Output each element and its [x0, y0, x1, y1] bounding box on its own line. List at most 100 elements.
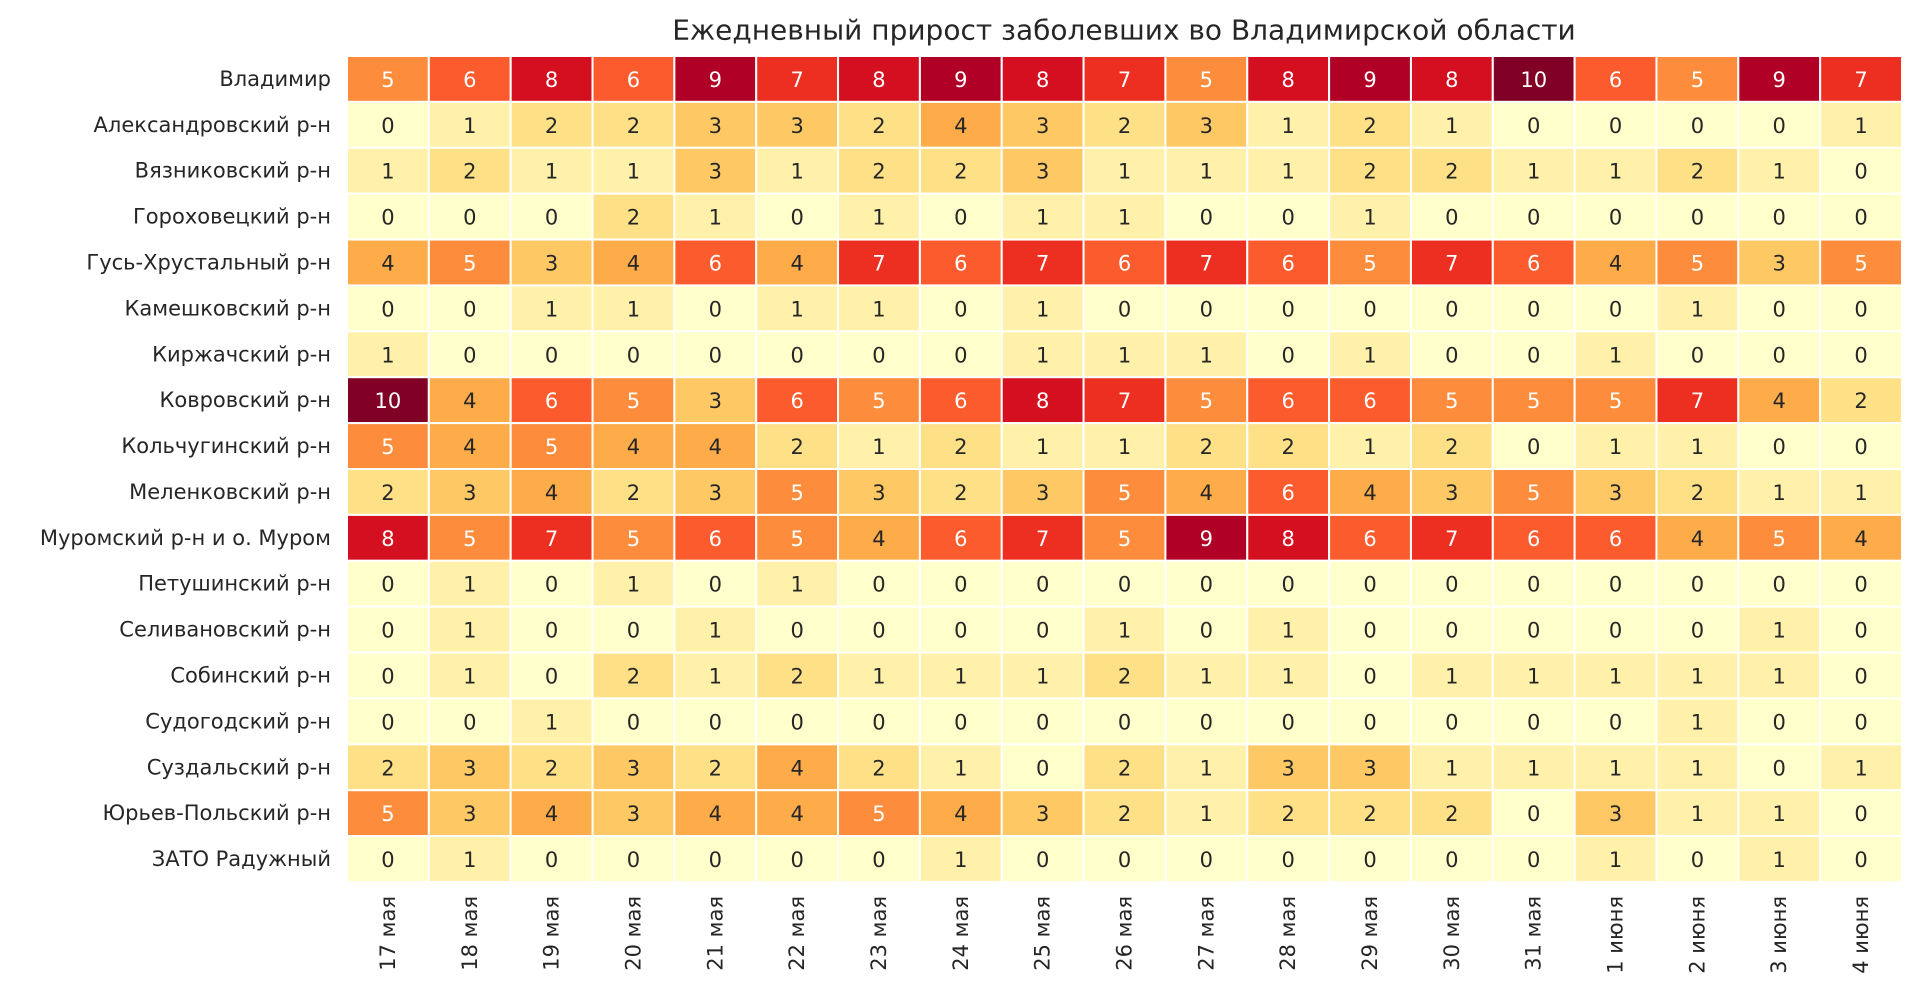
heatmap-cell [1082, 468, 1167, 516]
cell-label: 0 [1281, 573, 1294, 597]
cell-label: 9 [1363, 68, 1376, 92]
heatmap-cell [591, 146, 676, 195]
cell-label: 0 [1773, 573, 1786, 597]
cell-label: 2 [1118, 665, 1131, 689]
cell-label: 1 [627, 160, 640, 184]
x-tick-label: 19 мая [540, 896, 564, 971]
cell-label: 0 [627, 710, 640, 734]
cell-label: 2 [790, 435, 803, 459]
cell-label: 1 [1281, 619, 1294, 643]
heatmap-cell [1246, 559, 1331, 608]
cell-label: 2 [1691, 481, 1704, 505]
heatmap-cell [1819, 559, 1903, 608]
cell-label: 4 [1609, 252, 1622, 276]
heatmap-cell [346, 605, 430, 654]
heatmap-cell [346, 513, 430, 562]
cell-label: 1 [1773, 665, 1786, 689]
x-tick-label: 18 мая [458, 896, 482, 971]
heatmap-cell [346, 330, 430, 379]
heatmap-cell [837, 330, 921, 379]
heatmap-cell [1246, 55, 1331, 103]
cell-label: 6 [1281, 481, 1294, 505]
y-tick-label: Киржачский р-н [152, 342, 331, 366]
heatmap-cell [591, 651, 676, 700]
heatmap-cell [1573, 192, 1658, 241]
cell-label: 0 [1527, 619, 1540, 643]
cell-label: 0 [872, 848, 885, 872]
cell-label: 5 [1854, 252, 1867, 276]
heatmap-cell [1000, 284, 1085, 333]
cell-label: 0 [1036, 619, 1049, 643]
x-tick-label: 21 мая [703, 896, 727, 971]
heatmap-cell [1737, 789, 1822, 838]
cell-label: 4 [381, 252, 394, 276]
heatmap-cell [1573, 513, 1658, 562]
cell-label: 2 [954, 160, 967, 184]
y-tick-label: Юрьев-Польский р-н [102, 801, 331, 825]
heatmap-cell [1082, 100, 1167, 149]
cell-label: 7 [1691, 389, 1704, 413]
cell-label: 1 [1691, 710, 1704, 734]
cell-label: 2 [1281, 802, 1294, 826]
heatmap-cell [1655, 284, 1740, 333]
cell-label: 0 [1118, 573, 1131, 597]
heatmap-cell [1409, 422, 1494, 471]
heatmap-cell [509, 559, 594, 608]
cell-label: 0 [381, 573, 394, 597]
heatmap-cell [1409, 376, 1494, 425]
cell-label: 3 [1036, 802, 1049, 826]
heatmap-cell [1082, 789, 1167, 838]
cell-label: 0 [872, 619, 885, 643]
heatmap-cell [591, 513, 676, 562]
cell-label: 2 [1445, 435, 1458, 459]
cell-label: 0 [790, 710, 803, 734]
heatmap-cell [1000, 330, 1085, 379]
cell-label: 2 [1363, 802, 1376, 826]
cell-label: 3 [872, 481, 885, 505]
cell-label: 5 [790, 527, 803, 551]
cell-label: 5 [1118, 481, 1131, 505]
heatmap-cell [918, 284, 1003, 333]
cell-label: 8 [545, 68, 558, 92]
cell-label: 0 [954, 343, 967, 367]
cell-label: 5 [1527, 389, 1540, 413]
cell-label: 0 [1527, 435, 1540, 459]
cell-label: 2 [872, 756, 885, 780]
heatmap-cell [1491, 284, 1576, 333]
cell-label: 4 [627, 252, 640, 276]
cell-label: 3 [709, 481, 722, 505]
heatmap-cell [918, 468, 1003, 516]
heatmap-cell [1819, 651, 1903, 700]
heatmap-cell [673, 513, 758, 562]
heatmap-cell [1491, 238, 1576, 287]
heatmap-cell [591, 605, 676, 654]
cell-label: 0 [790, 343, 803, 367]
heatmap-cell [1655, 376, 1740, 425]
cell-label: 3 [790, 114, 803, 138]
cell-label: 0 [1609, 710, 1622, 734]
y-tick-label: Петушинский р-н [138, 572, 331, 596]
heatmap-cell [1082, 422, 1167, 471]
cell-label: 3 [627, 802, 640, 826]
cell-label: 4 [545, 481, 558, 505]
cell-label: 1 [1200, 343, 1213, 367]
cell-label: 0 [1281, 848, 1294, 872]
heatmap-cell [1819, 513, 1903, 562]
y-tick-label: Гороховецкий р-н [133, 205, 331, 229]
cell-label: 0 [463, 710, 476, 734]
cell-label: 0 [709, 343, 722, 367]
heatmap-cell [1655, 559, 1740, 608]
cell-label: 1 [1609, 756, 1622, 780]
heatmap-cell [1655, 192, 1740, 241]
cell-label: 1 [545, 710, 558, 734]
cell-label: 0 [1200, 297, 1213, 321]
cell-label: 4 [709, 435, 722, 459]
cell-label: 0 [1363, 848, 1376, 872]
heatmap-cell [1737, 192, 1822, 241]
cell-label: 0 [381, 665, 394, 689]
heatmap-cell [1573, 376, 1658, 425]
cell-label: 0 [954, 573, 967, 597]
cell-label: 0 [1281, 710, 1294, 734]
cell-label: 0 [1527, 343, 1540, 367]
cell-label: 2 [709, 756, 722, 780]
